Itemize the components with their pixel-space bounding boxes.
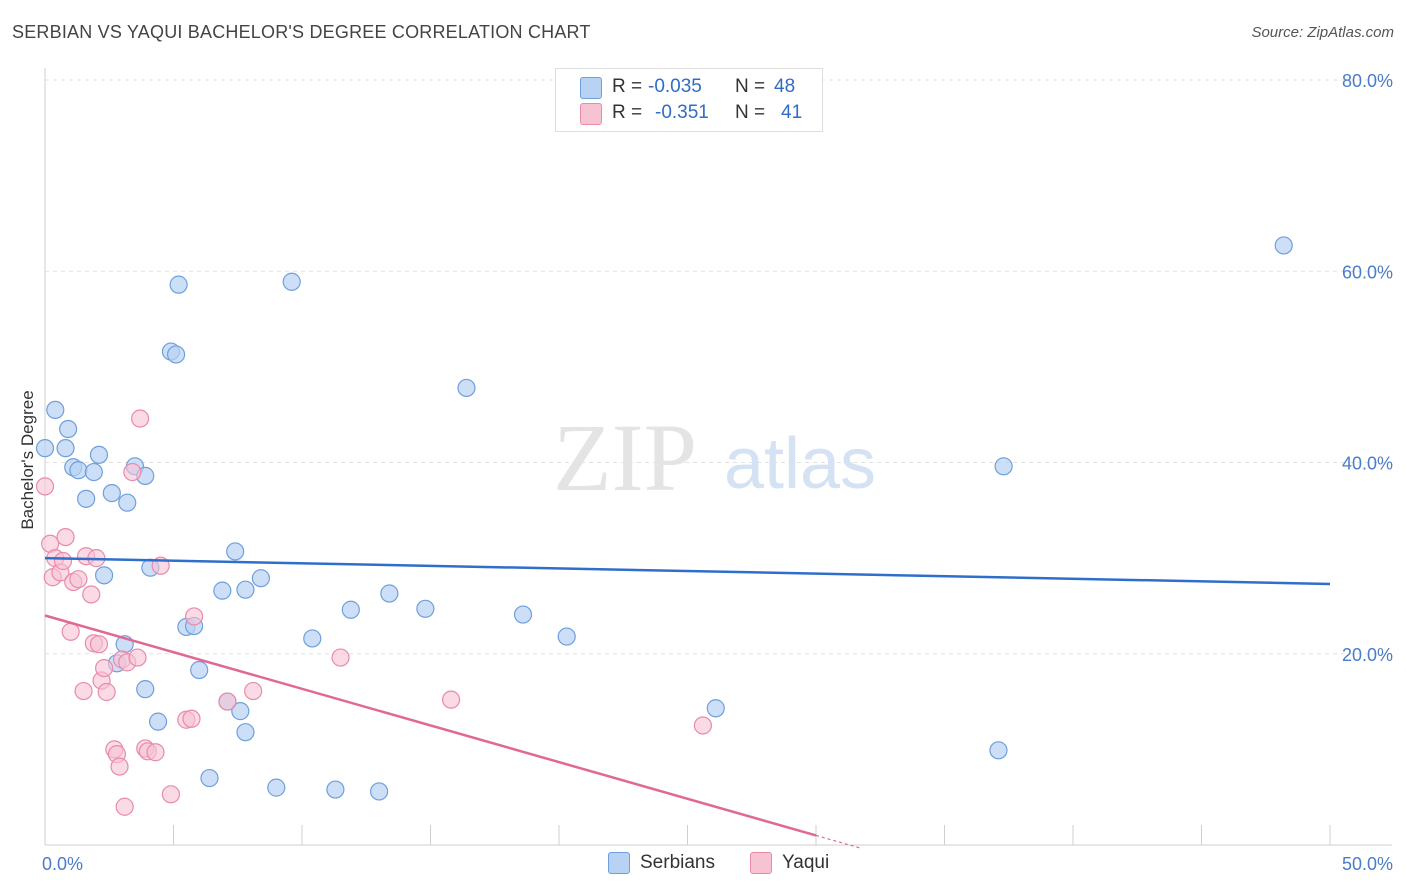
serbians-point [326,780,345,799]
yaqui-point [331,648,350,667]
yaqui-point [146,743,165,762]
yaqui-point [95,658,114,678]
serbians-point [370,782,389,801]
series-legend: Serbians Yaqui [0,852,1406,878]
serbians-point [267,778,286,797]
watermark-atlas: atlas [724,424,876,504]
legend-label-yaqui: Yaqui [782,852,830,873]
serbians-point [457,378,476,398]
yaqui-point [69,570,88,589]
yaqui-swatch [580,103,602,125]
yaqui-point [35,477,55,496]
yaqui-point [441,690,461,709]
legend-n-value: 41 [781,102,803,123]
yaqui-trend-extension [815,834,860,849]
serbians-point [89,445,109,464]
serbians-point [213,581,232,600]
serbians-point [169,275,188,294]
x-tick-label-max: 50.0% [1342,854,1393,874]
serbians-point [84,462,103,482]
legend-n-label: N = [735,102,766,123]
legend-n-label: N = [735,76,766,97]
legend-r-value: -0.035 [648,76,702,97]
yaqui-swatch [750,852,772,874]
yaqui-point [123,462,142,482]
legend-n-value: 48 [774,76,796,97]
serbians-point [236,580,255,599]
serbians-point [282,272,301,291]
serbians-point [236,723,255,742]
y-tick-label: 60.0% [1342,262,1393,282]
serbians-swatch [580,77,602,99]
serbians-point [46,400,65,420]
legend-r-value: -0.351 [655,102,709,123]
serbians-point [59,419,78,439]
serbians-point [95,566,114,585]
yaqui-point [82,585,101,604]
serbians-point [513,605,533,624]
serbians-point [994,457,1013,476]
serbians-swatch [608,852,630,874]
yaqui-point [693,716,713,735]
yaqui-point [218,692,237,711]
serbians-points [35,236,1293,801]
yaqui-points [35,409,713,816]
serbians-point [56,439,75,458]
yaqui-point [184,607,204,626]
yaqui-point [182,709,201,728]
y-tick-label: 80.0% [1342,71,1393,91]
watermark: ZIP atlas [553,404,876,511]
serbians-point [166,345,186,364]
yaqui-point [130,409,150,428]
yaqui-point [53,551,73,571]
serbians-point [1274,236,1293,255]
yaqui-point [161,785,181,804]
serbians-point [303,629,322,648]
yaqui-trend-line [44,614,817,837]
legend-r-label: R = [612,102,643,123]
serbians-point [35,439,55,458]
serbians-trend-line [44,556,1331,586]
serbians-point [77,489,96,508]
tick-labels: 20.0% 40.0% 60.0% 80.0% 0.0% 50.0% [42,71,1393,874]
x-tick-label-min: 0.0% [42,854,83,874]
serbians-point [148,712,168,731]
yaqui-point [128,648,147,667]
serbians-point [989,741,1008,760]
serbians-point [251,569,270,588]
serbians-point [231,702,250,721]
serbians-point [706,699,725,718]
chart-title: SERBIAN VS YAQUI BACHELOR'S DEGREE CORRE… [12,22,591,42]
yaqui-point [244,681,263,701]
yaqui-point [115,797,134,816]
stats-legend: R = -0.035 N = 48 R = -0.351 N = 41 [555,68,823,132]
serbians-point [118,493,137,512]
trend-lines [44,556,1331,849]
watermark-zip: ZIP [553,404,697,511]
serbians-point [69,461,88,480]
serbians-point [557,627,576,646]
y-tick-label: 20.0% [1342,645,1393,665]
yaqui-point [89,635,109,654]
serbians-point [416,599,435,618]
serbians-point [380,584,399,603]
yaqui-point [97,682,116,702]
gridlines [45,79,1392,655]
serbians-point [226,542,245,561]
source-label: Source: ZipAtlas.com [1251,24,1394,41]
y-tick-label: 40.0% [1342,454,1393,474]
serbians-point [190,660,209,680]
serbians-point [102,484,121,503]
serbians-point [136,680,155,699]
serbians-point [341,600,360,619]
serbians-point [200,768,219,788]
legend-r-label: R = [612,76,643,97]
legend-label-serbians: Serbians [640,852,715,873]
yaqui-point [56,527,75,547]
yaqui-point [110,757,129,776]
yaqui-point [74,681,93,701]
